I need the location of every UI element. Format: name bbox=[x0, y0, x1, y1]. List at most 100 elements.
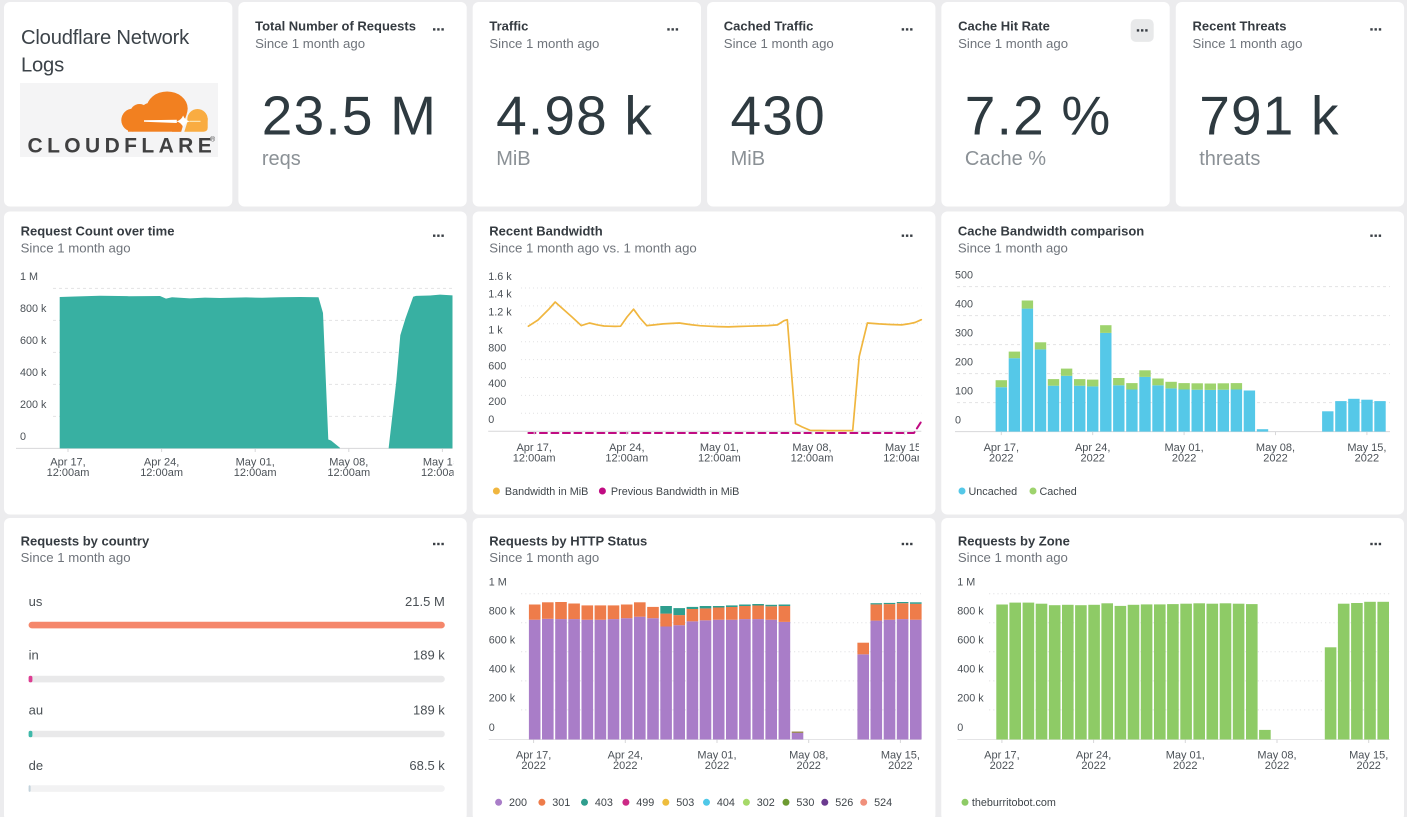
svg-text:1.4 k: 1.4 k bbox=[488, 289, 512, 301]
svg-text:Since 1 month ago: Since 1 month ago bbox=[724, 36, 834, 51]
svg-text:12:00am: 12:00am bbox=[327, 467, 370, 479]
svg-text:2022: 2022 bbox=[990, 760, 1014, 772]
svg-text:Logs: Logs bbox=[21, 55, 64, 77]
svg-text:Apr 24,: Apr 24, bbox=[608, 750, 643, 762]
svg-text:Apr 17,: Apr 17, bbox=[984, 442, 1019, 454]
svg-text:430: 430 bbox=[731, 84, 826, 146]
svg-text:400 k: 400 k bbox=[489, 664, 516, 676]
svg-text:Bandwidth in MiB: Bandwidth in MiB bbox=[505, 486, 588, 498]
svg-text:May 01,: May 01, bbox=[1165, 442, 1204, 454]
svg-text:Since 1 month ago vs. 1 month: Since 1 month ago vs. 1 month ago bbox=[489, 240, 696, 255]
svg-text:1.2 k: 1.2 k bbox=[488, 307, 512, 319]
svg-text:Requests by Zone: Requests by Zone bbox=[958, 533, 1070, 548]
svg-text:4.98 k: 4.98 k bbox=[496, 84, 653, 146]
svg-text:May 01,: May 01, bbox=[1166, 750, 1205, 762]
svg-text:2022: 2022 bbox=[1263, 453, 1287, 465]
svg-text:May 01,: May 01, bbox=[697, 750, 736, 762]
svg-text:200: 200 bbox=[488, 396, 506, 408]
svg-text:21.5 M: 21.5 M bbox=[405, 594, 445, 609]
svg-text:12:00am: 12:00am bbox=[698, 453, 741, 465]
svg-text:100: 100 bbox=[955, 386, 973, 398]
svg-text:12:00am: 12:00am bbox=[883, 453, 926, 465]
svg-text:Apr 17,: Apr 17, bbox=[984, 750, 1019, 762]
svg-text:Cloudflare Network: Cloudflare Network bbox=[21, 27, 190, 49]
svg-text:301: 301 bbox=[552, 797, 570, 809]
svg-text:12:00am: 12:00am bbox=[513, 453, 556, 465]
svg-text:Cache %: Cache % bbox=[965, 148, 1046, 170]
svg-text:800 k: 800 k bbox=[489, 606, 516, 618]
svg-text:600 k: 600 k bbox=[957, 635, 984, 647]
svg-text:reqs: reqs bbox=[262, 148, 301, 170]
svg-text:12:00am: 12:00am bbox=[421, 467, 464, 479]
svg-text:Cached Traffic: Cached Traffic bbox=[724, 19, 814, 34]
svg-text:in: in bbox=[29, 648, 39, 663]
svg-text:500: 500 bbox=[955, 270, 973, 282]
svg-text:0: 0 bbox=[955, 415, 961, 427]
svg-text:400: 400 bbox=[488, 378, 506, 390]
svg-text:600 k: 600 k bbox=[20, 335, 47, 347]
svg-text:2022: 2022 bbox=[1356, 760, 1380, 772]
svg-text:2022: 2022 bbox=[613, 760, 637, 772]
svg-text:0: 0 bbox=[489, 722, 495, 734]
svg-text:12:00am: 12:00am bbox=[47, 467, 90, 479]
svg-text:Apr 24,: Apr 24, bbox=[144, 456, 179, 468]
svg-text:Since 1 month ago: Since 1 month ago bbox=[1193, 36, 1303, 51]
svg-text:Previous Bandwidth in MiB: Previous Bandwidth in MiB bbox=[611, 486, 739, 498]
svg-text:400: 400 bbox=[955, 299, 973, 311]
svg-text:1 M: 1 M bbox=[20, 271, 38, 283]
svg-text:Since 1 month ago: Since 1 month ago bbox=[958, 550, 1068, 565]
svg-text:Recent Threats: Recent Threats bbox=[1193, 19, 1287, 34]
svg-text:May 01,: May 01, bbox=[236, 456, 275, 468]
svg-text:Apr 24,: Apr 24, bbox=[609, 442, 644, 454]
svg-text:May 08,: May 08, bbox=[792, 442, 831, 454]
svg-text:2022: 2022 bbox=[1265, 760, 1289, 772]
svg-text:Cache Hit Rate: Cache Hit Rate bbox=[958, 19, 1050, 34]
svg-text:Since 1 month ago: Since 1 month ago bbox=[958, 240, 1068, 255]
svg-text:189 k: 189 k bbox=[413, 703, 445, 718]
svg-text:Apr 24,: Apr 24, bbox=[1075, 442, 1110, 454]
svg-text:May 15,: May 15, bbox=[1349, 750, 1388, 762]
svg-text:1.6 k: 1.6 k bbox=[488, 271, 512, 283]
svg-text:de: de bbox=[29, 758, 43, 773]
svg-text:0: 0 bbox=[20, 431, 26, 443]
svg-text:800 k: 800 k bbox=[20, 303, 47, 315]
svg-text:200: 200 bbox=[509, 797, 527, 809]
svg-text:May 15,: May 15, bbox=[881, 750, 920, 762]
svg-text:23.5 M: 23.5 M bbox=[262, 84, 437, 146]
svg-text:Cached: Cached bbox=[1040, 486, 1077, 498]
svg-text:Traffic: Traffic bbox=[489, 19, 528, 34]
svg-text:12:00am: 12:00am bbox=[140, 467, 183, 479]
svg-text:12:00am: 12:00am bbox=[605, 453, 648, 465]
svg-text:200: 200 bbox=[955, 357, 973, 369]
svg-text:MiB: MiB bbox=[731, 148, 765, 170]
svg-text:12:00am: 12:00am bbox=[234, 467, 277, 479]
svg-text:200 k: 200 k bbox=[20, 399, 47, 411]
svg-text:0: 0 bbox=[957, 722, 963, 734]
svg-text:May 15,: May 15, bbox=[1347, 442, 1386, 454]
svg-text:May 08,: May 08, bbox=[329, 456, 368, 468]
svg-text:12:00am: 12:00am bbox=[791, 453, 834, 465]
svg-text:threats: threats bbox=[1199, 148, 1260, 170]
svg-text:Apr 17,: Apr 17, bbox=[50, 456, 85, 468]
svg-text:600 k: 600 k bbox=[489, 635, 516, 647]
svg-text:2022: 2022 bbox=[1172, 453, 1196, 465]
svg-text:®: ® bbox=[210, 136, 216, 144]
svg-text:403: 403 bbox=[595, 797, 613, 809]
svg-text:400 k: 400 k bbox=[20, 367, 47, 379]
svg-text:800: 800 bbox=[488, 342, 506, 354]
svg-text:2022: 2022 bbox=[888, 760, 912, 772]
svg-text:1 M: 1 M bbox=[489, 577, 507, 589]
svg-text:Request Count over time: Request Count over time bbox=[21, 224, 175, 239]
svg-text:Recent Bandwidth: Recent Bandwidth bbox=[489, 224, 602, 239]
svg-text:Cache Bandwidth comparison: Cache Bandwidth comparison bbox=[958, 224, 1144, 239]
svg-text:1 k: 1 k bbox=[488, 325, 503, 337]
svg-text:Since 1 month ago: Since 1 month ago bbox=[958, 36, 1068, 51]
svg-text:May 08,: May 08, bbox=[1256, 442, 1295, 454]
svg-text:2022: 2022 bbox=[1173, 760, 1197, 772]
svg-text:au: au bbox=[29, 703, 43, 718]
svg-text:1 M: 1 M bbox=[957, 577, 975, 589]
svg-text:503: 503 bbox=[676, 797, 694, 809]
svg-text:302: 302 bbox=[757, 797, 775, 809]
svg-text:2022: 2022 bbox=[1081, 760, 1105, 772]
svg-text:0: 0 bbox=[488, 414, 494, 426]
